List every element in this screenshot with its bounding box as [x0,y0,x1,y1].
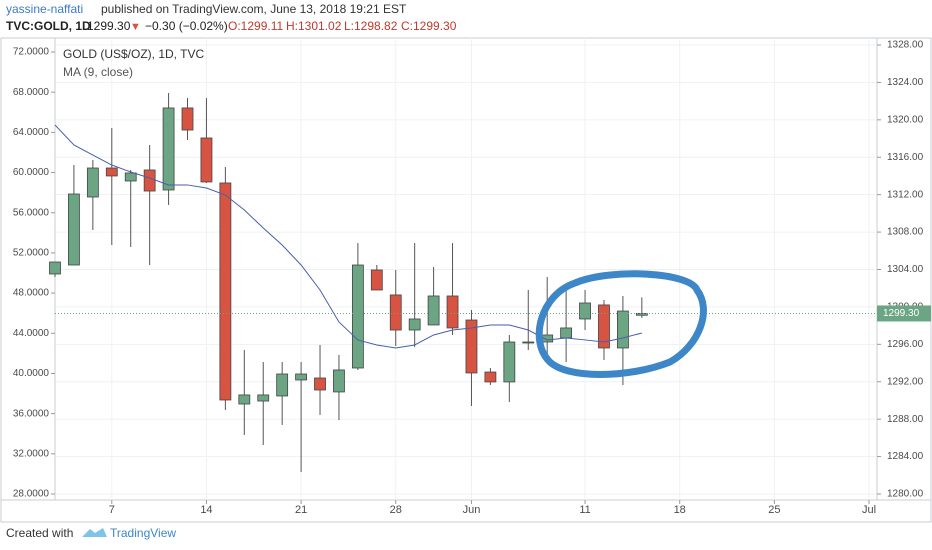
candle-body [49,261,61,275]
y2-tick-label: 36.0000 [13,408,50,419]
candle-body [68,193,80,266]
candle-body [105,167,118,177]
x-tick-label: 14 [200,504,212,516]
x-tick-label: 11 [579,504,590,516]
last: 1299.30 [87,19,131,33]
candle-body [351,264,364,369]
y-tick-label: 1308.00 [887,227,924,238]
logo [82,528,107,537]
candle-body [389,294,402,331]
open: O:1299.11 [228,19,283,33]
footer-brand: TradingView [110,526,176,540]
y2-tick-label: 40.0000 [13,368,50,379]
chart-title: GOLD (US$/OZ), 1D, TVC [63,47,204,61]
candle-body [635,313,648,316]
published: published on TradingView.com, June 13, 2… [101,2,407,16]
y-tick-label: 1320.00 [887,114,924,125]
y2-tick-label: 56.0000 [13,207,50,218]
y-tick-label: 1304.00 [887,264,924,275]
candle-body [370,269,383,291]
y2-tick-label: 52.0000 [13,248,50,259]
candle-body [143,169,156,192]
close: C:1299.30 [401,19,457,33]
x-tick-label: Jul [862,504,876,516]
candle-body [314,377,326,391]
change: −0.30 (−0.02%) [145,19,228,33]
candle-body [333,369,345,393]
candle-body [446,295,459,329]
candle-body [181,107,194,131]
y-tick-label: 1324.00 [887,77,924,88]
y-tick-label: 1316.00 [887,152,924,163]
legend-entry: MA (9, close) [63,65,133,79]
low: L:1298.82 [344,19,398,33]
candle-body [598,304,610,349]
y2-tick-label: 60.0000 [13,167,50,178]
y2-tick-label: 72.0000 [13,47,50,58]
x-tick-label: 18 [674,504,686,516]
candle-body [617,310,629,349]
candle-body [408,318,421,331]
candle-body [522,341,535,344]
x-tick-label: 21 [295,504,307,516]
high: H:1301.02 [286,19,342,33]
candle-body [295,373,307,381]
y2-tick-label: 32.0000 [13,448,50,459]
x-tick-label: 25 [768,504,780,516]
candle-body [276,373,289,397]
y-tick-label: 1312.00 [887,189,924,200]
candle-body [124,172,137,182]
candle-body [484,371,497,383]
candle-body [427,295,440,326]
candle-body [541,334,554,343]
y-tick-label: 1328.00 [887,40,924,51]
candle-body [219,182,232,401]
x-tick-label: 28 [390,504,402,516]
last-price-label: 1299.30 [883,308,920,319]
x-tick-label: Jun [463,504,481,516]
y-tick-label: 1292.00 [887,376,924,387]
y-tick-label: 1296.00 [887,339,924,350]
candle-body [200,137,213,183]
candle-body [86,167,99,198]
candle-body [238,394,251,405]
drawn-circle [535,270,707,378]
candle-body [162,107,175,191]
change-arrow: ▼ [130,21,141,33]
y2-tick-label: 48.0000 [13,288,50,299]
candle-body [465,319,478,374]
candle-body [579,302,591,320]
y2-tick-label: 44.0000 [13,328,50,339]
y-tick-label: 1284.00 [887,451,924,462]
symbol: TVC:GOLD, 1D [6,19,91,33]
footer-created: Created with [6,526,73,540]
candle-body [503,341,516,383]
y2-tick-label: 68.0000 [13,87,50,98]
y2-tick-label: 28.0000 [13,489,50,500]
author: yassine-naffati [6,2,83,16]
candle-body [257,394,270,402]
y2-tick-label: 64.0000 [13,127,50,138]
candle-body [560,327,573,339]
x-tick-label: 7 [109,504,115,516]
ma-line [54,124,642,349]
last-price-badge [877,305,931,322]
frame [0,37,932,523]
y-tick-label: 1280.00 [887,489,924,500]
y-tick-label: 1288.00 [887,414,924,425]
